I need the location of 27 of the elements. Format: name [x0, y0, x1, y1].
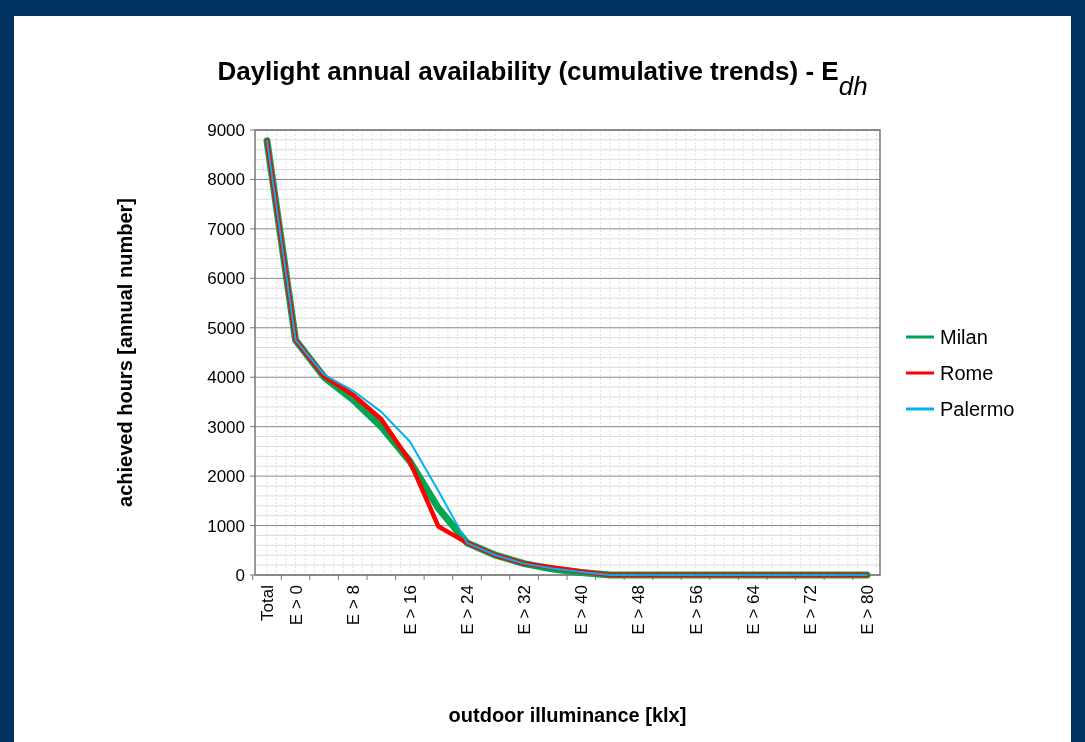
- y-tick-label: 6000: [207, 269, 245, 289]
- y-tick-label: 2000: [207, 467, 245, 487]
- x-tick-label: E > 0: [286, 585, 306, 626]
- legend-label: Palermo: [940, 398, 1015, 420]
- y-tick-label: 0: [235, 565, 245, 585]
- y-tick-label: 1000: [207, 516, 245, 536]
- legend-label: Rome: [940, 362, 994, 384]
- x-tick-label: E > 24: [458, 585, 477, 635]
- y-tick-label: 7000: [207, 219, 245, 239]
- x-axis-title: outdoor illuminance [klx]: [448, 704, 687, 726]
- x-tick-label: E > 56: [686, 585, 706, 635]
- legend-label: Milan: [940, 326, 988, 348]
- x-tick-label: E > 40: [572, 585, 592, 635]
- y-tick-label: 5000: [207, 318, 245, 338]
- y-tick-label: 8000: [207, 170, 245, 190]
- x-tick-label: E > 16: [400, 585, 420, 635]
- y-tick-label: 9000: [207, 120, 245, 140]
- x-tick-label: E > 64: [743, 585, 763, 635]
- y-tick-label: 3000: [207, 417, 245, 437]
- x-tick-label: E > 80: [858, 585, 877, 635]
- x-tick-label: Total: [258, 585, 277, 621]
- x-tick-label: E > 48: [629, 585, 649, 635]
- y-axis-title: achieved hours [annual number]: [114, 198, 136, 507]
- x-tick-label: E > 32: [515, 585, 535, 635]
- y-tick-label: 4000: [207, 368, 245, 388]
- x-tick-label: E > 72: [800, 585, 820, 635]
- x-tick-label: E > 8: [343, 585, 363, 626]
